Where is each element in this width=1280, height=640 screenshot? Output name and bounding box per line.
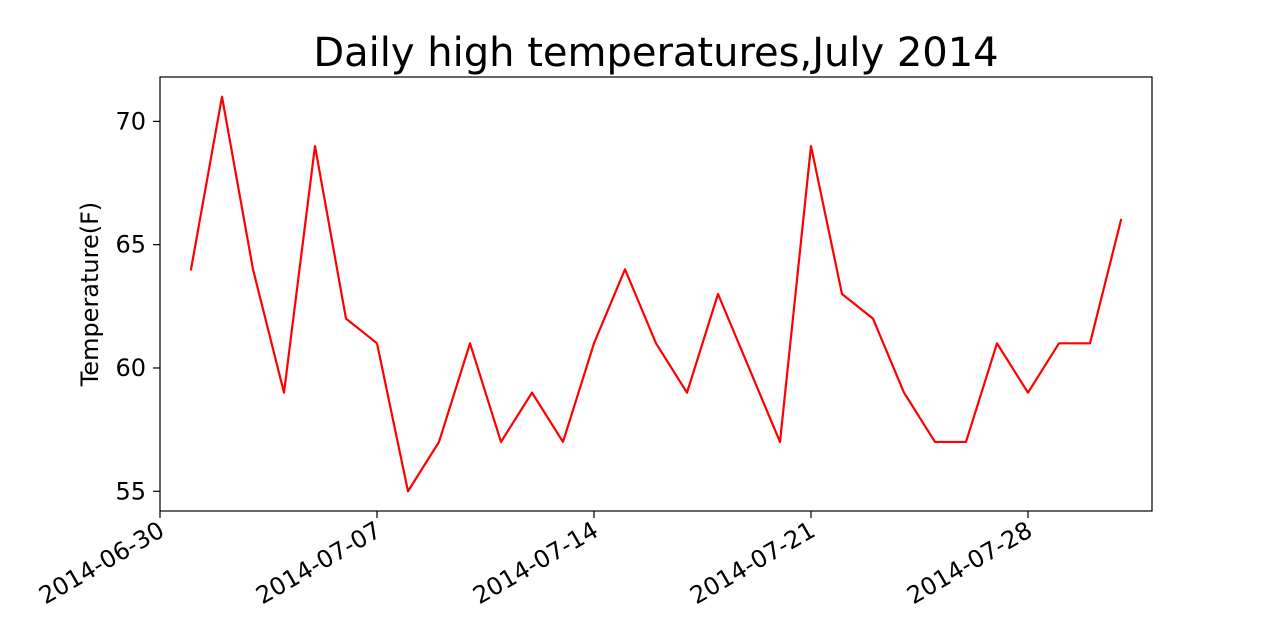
y-tick-label-0: 55 [115,477,146,505]
axes-frame [159,76,1153,512]
series-line-0 [189,95,1123,493]
chart-title: Daily high temperatures,July 2014 [313,30,998,76]
y-tick-label-1: 60 [115,354,146,382]
y-axis-label: Temperature(F) [76,202,104,388]
plot-area [189,95,1123,493]
y-tick-label-2: 65 [115,231,146,259]
y-tick-label-3: 70 [115,107,146,135]
